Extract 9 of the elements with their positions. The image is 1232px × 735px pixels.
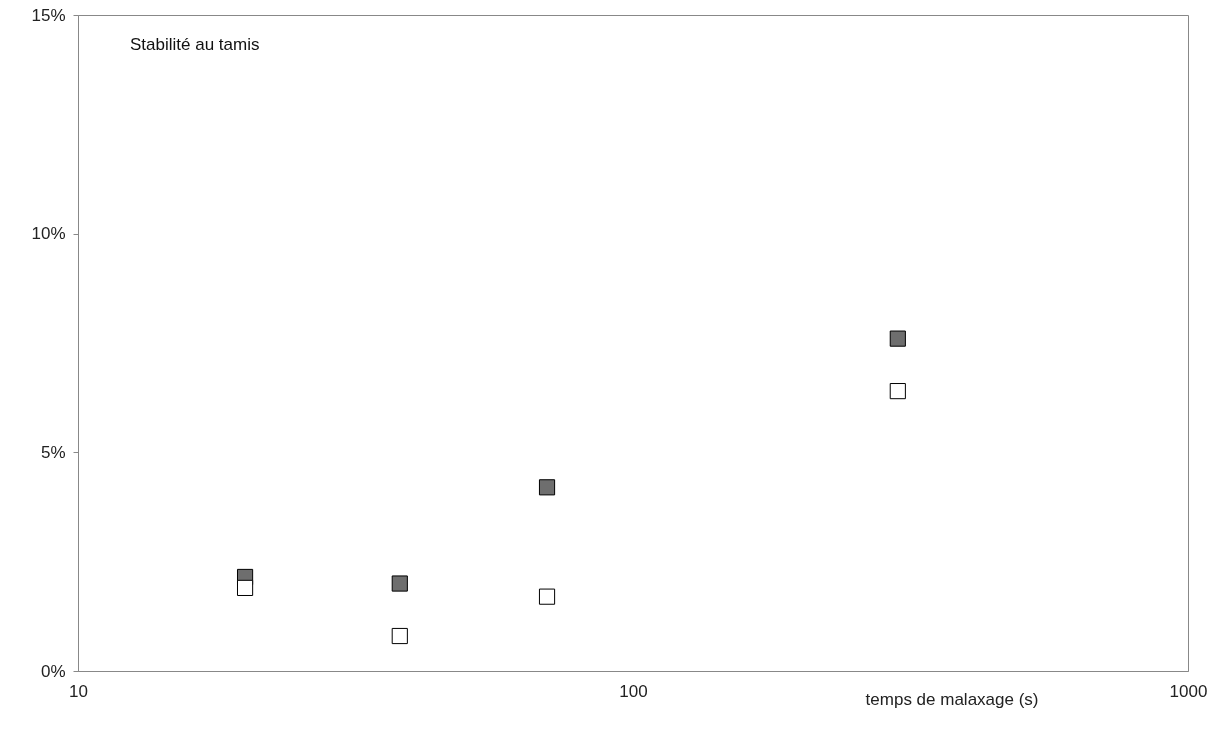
x-tick-label: 10 xyxy=(69,681,88,701)
y-tick-label: 10% xyxy=(31,224,66,244)
y-tick-label: 15% xyxy=(31,5,66,25)
y-tick-label: 5% xyxy=(40,442,66,462)
y-tick-label: 0% xyxy=(40,661,66,681)
annotation: Stabilité au tamis xyxy=(130,35,260,54)
x-axis-title: temps de malaxage (s) xyxy=(865,689,1039,709)
x-tick-label: 100 xyxy=(619,681,648,701)
x-tick-label: 1000 xyxy=(1169,681,1208,701)
